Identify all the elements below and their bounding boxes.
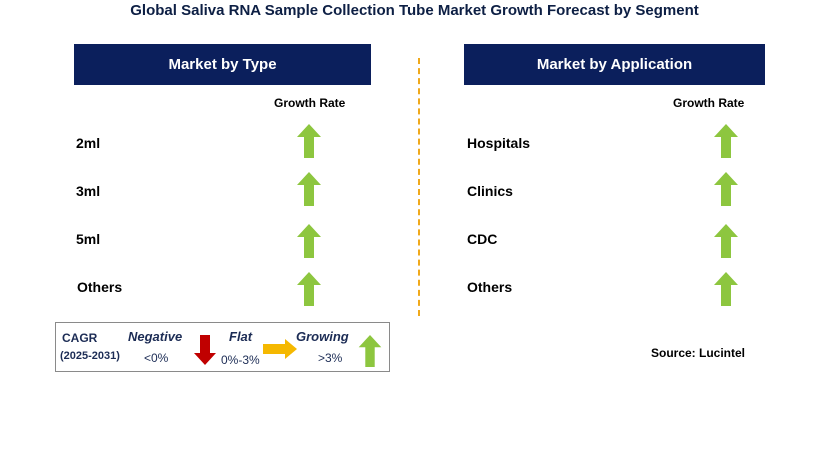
legend-negative-range: <0% bbox=[144, 351, 169, 365]
growing-arrow-icon bbox=[714, 224, 738, 258]
right-growth-rate-label: Growth Rate bbox=[673, 96, 745, 110]
chart-title: Global Saliva RNA Sample Collection Tube… bbox=[130, 2, 699, 19]
legend-flat-range: 0%-3% bbox=[221, 353, 260, 367]
legend-growing-range: >3% bbox=[318, 351, 343, 365]
market-by-application-header: Market by Application bbox=[464, 44, 765, 85]
application-row-label: CDC bbox=[467, 231, 498, 247]
type-row-label: 3ml bbox=[76, 183, 101, 199]
growing-arrow-icon bbox=[297, 124, 321, 158]
application-row-label: Clinics bbox=[467, 183, 513, 199]
negative-arrow-icon bbox=[194, 335, 216, 365]
legend-growing-label: Growing bbox=[296, 329, 349, 344]
growing-arrow-icon bbox=[297, 272, 321, 306]
growing-arrow-icon bbox=[714, 124, 738, 158]
growing-arrow-icon bbox=[714, 172, 738, 206]
growing-arrow-icon bbox=[714, 272, 738, 306]
growing-arrow-icon bbox=[297, 224, 321, 258]
growing-arrow-icon bbox=[358, 335, 382, 367]
source-note: Source: Lucintel bbox=[651, 346, 746, 360]
legend-flat-label: Flat bbox=[229, 329, 253, 344]
type-row-label: Others bbox=[77, 279, 123, 295]
legend-period: (2025-2031) bbox=[60, 350, 120, 362]
panel-divider bbox=[418, 58, 420, 316]
legend-negative-label: Negative bbox=[128, 329, 183, 344]
growing-arrow-icon bbox=[297, 172, 321, 206]
market-by-type-header: Market by Type bbox=[74, 44, 371, 85]
type-row-label: 2ml bbox=[76, 135, 101, 151]
application-row-label: Hospitals bbox=[467, 135, 531, 151]
flat-arrow-icon bbox=[263, 339, 297, 359]
legend-cagr-label: CAGR bbox=[62, 331, 98, 345]
type-row-label: 5ml bbox=[76, 231, 101, 247]
cagr-legend: CAGR (2025-2031) Negative <0% Flat 0%-3%… bbox=[55, 322, 390, 372]
application-row-label: Others bbox=[467, 279, 513, 295]
left-growth-rate-label: Growth Rate bbox=[274, 96, 346, 110]
